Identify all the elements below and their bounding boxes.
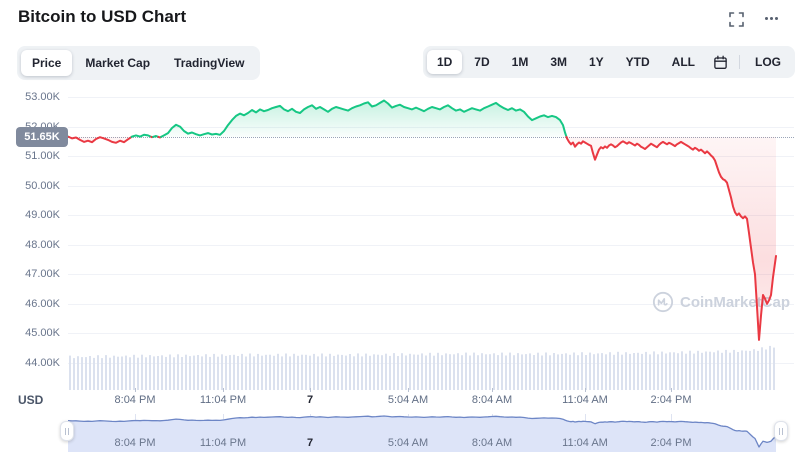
tab-price[interactable]: Price (21, 50, 73, 76)
fullscreen-button[interactable] (727, 10, 746, 29)
gridline (68, 244, 794, 246)
range-tab-1y[interactable]: 1Y (588, 55, 604, 69)
range-tab-all[interactable]: ALL (671, 55, 695, 69)
y-axis-label: 44.00K (25, 357, 60, 369)
tab-tradingview[interactable]: TradingView (174, 56, 245, 70)
y-axis-label: 48.00K (25, 238, 60, 251)
x-axis-tick (310, 388, 311, 392)
tab-market-cap[interactable]: Market Cap (85, 56, 151, 70)
gridline (68, 185, 794, 187)
x-axis-tick (585, 388, 586, 392)
page-title: Bitcoin to USD Chart (18, 7, 187, 26)
calendar-button[interactable] (707, 52, 734, 73)
x-axis-label: 2:04 PM (650, 394, 692, 406)
x-axis-tick (671, 388, 672, 392)
navigator-x-label: 11:04 PM (199, 437, 247, 449)
navigator-right-handle[interactable] (774, 421, 788, 441)
navigator-x-label: 8:04 AM (471, 437, 513, 449)
gridline (68, 363, 794, 364)
y-axis-label: 50.00K (25, 179, 60, 192)
navigator-x-label: 2:04 PM (650, 437, 692, 449)
current-price-badge: 51.65K (16, 126, 68, 147)
chart-type-tabs: Price Market Cap TradingView (17, 46, 260, 80)
range-tab-3m[interactable]: 3M (550, 55, 567, 69)
navigator-x-label: 5:04 AM (387, 437, 429, 449)
navigator-left-handle[interactable] (60, 421, 74, 441)
x-axis-tick (135, 388, 136, 392)
y-axis-label: 46.00K (25, 297, 60, 310)
open-price-baseline (68, 136, 794, 138)
x-axis-label: 8:04 PM (114, 394, 156, 406)
gridline (68, 303, 794, 305)
range-tab-7d[interactable]: 7D (474, 55, 490, 69)
navigator-x-label: 11:04 AM (562, 437, 608, 449)
x-axis-tick (223, 388, 224, 392)
x-axis-tick (408, 388, 409, 392)
gridline (68, 126, 794, 128)
gridline (68, 156, 794, 158)
y-axis-label: 53.00K (25, 91, 60, 103)
time-range-tabs: 1D 7D 1M 3M 1Y YTD ALL LOG (422, 46, 795, 78)
currency-label: USD (18, 393, 44, 407)
more-options-button[interactable] (763, 15, 780, 22)
gridline (68, 215, 794, 217)
range-tab-1d[interactable]: 1D (426, 50, 463, 74)
range-tab-1m[interactable]: 1M (511, 55, 529, 69)
x-axis-label: 11:04 PM (199, 394, 247, 406)
x-axis-label: 7 (306, 394, 314, 406)
y-axis-label: 47.00K (25, 268, 60, 281)
log-scale-toggle[interactable]: LOG (755, 55, 781, 69)
y-axis-label: 45.00K (25, 327, 60, 340)
x-axis-label: 5:04 AM (387, 394, 429, 406)
gridline (68, 333, 794, 335)
coinmarketcap-logo-icon (652, 291, 674, 313)
gridline (68, 97, 794, 98)
divider (739, 55, 740, 69)
navigator-x-label: 7 (306, 437, 314, 449)
ellipsis-icon (765, 17, 768, 20)
navigator-x-label: 8:04 PM (114, 437, 156, 449)
x-axis-label: 8:04 AM (471, 394, 513, 406)
gridline (68, 274, 794, 276)
watermark: CoinMarketCap (652, 291, 790, 313)
fullscreen-icon (729, 12, 744, 27)
x-axis-tick (492, 388, 493, 392)
range-tab-ytd[interactable]: YTD (625, 55, 650, 69)
y-axis-label: 49.00K (25, 209, 60, 222)
calendar-icon (714, 55, 727, 69)
y-axis-label: 51.00K (25, 150, 60, 163)
x-axis-label: 11:04 AM (562, 394, 608, 406)
watermark-label: CoinMarketCap (680, 293, 791, 311)
